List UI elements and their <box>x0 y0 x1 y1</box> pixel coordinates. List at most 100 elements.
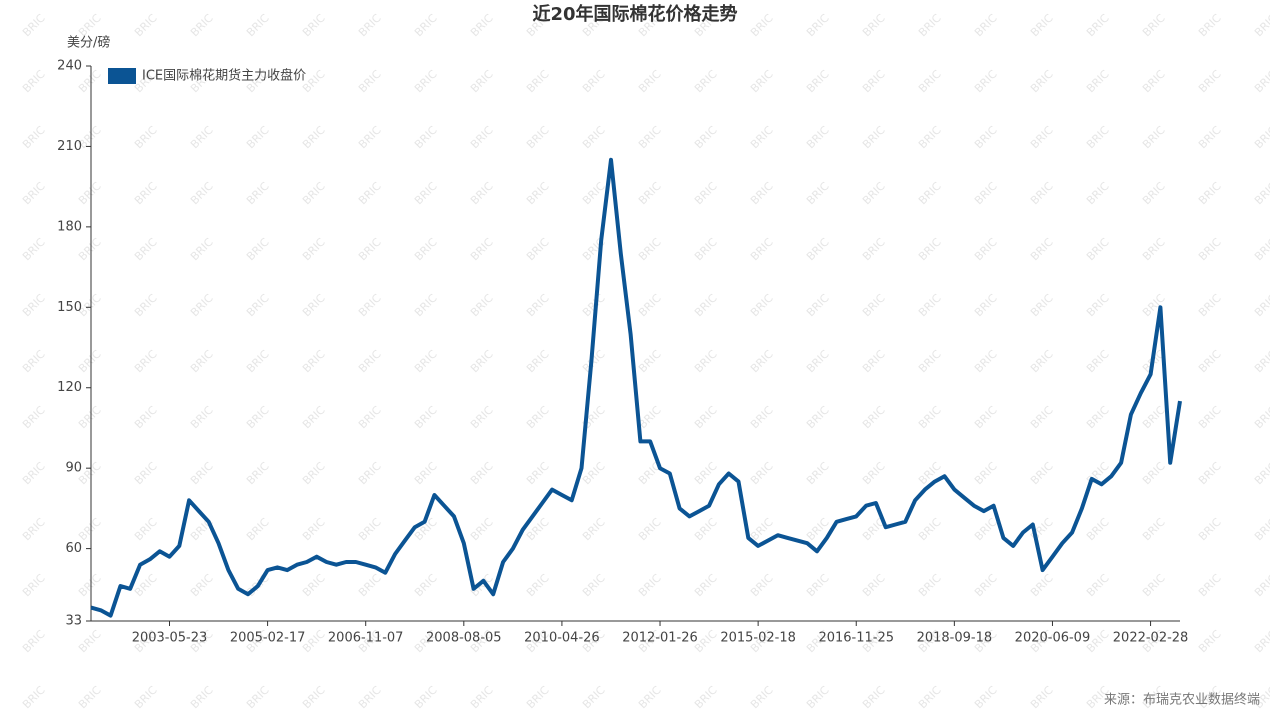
x-tick-label: 2022-02-28 <box>1113 631 1189 646</box>
watermark: BRIC <box>244 291 272 319</box>
watermark: BRIC <box>860 403 888 431</box>
watermark: BRIC <box>636 123 664 151</box>
watermark: BRIC <box>916 347 944 375</box>
y-tick-label: 120 <box>57 380 82 395</box>
x-tick-label: 2015-02-18 <box>720 631 796 646</box>
watermark: BRIC <box>20 459 48 487</box>
watermark: BRIC <box>524 571 552 599</box>
watermark: BRIC <box>132 683 160 711</box>
watermark: BRIC <box>524 403 552 431</box>
x-tick-label: 2006-11-07 <box>328 631 404 646</box>
watermark: BRIC <box>748 123 776 151</box>
watermark: BRIC <box>804 235 832 263</box>
watermark: BRIC <box>188 123 216 151</box>
watermark: BRIC <box>524 123 552 151</box>
watermark: BRIC <box>20 515 48 543</box>
watermark: BRIC <box>300 291 328 319</box>
watermark: BRIC <box>1084 403 1112 431</box>
watermark: BRIC <box>20 179 48 207</box>
watermark: BRIC <box>188 347 216 375</box>
watermark: BRIC <box>804 123 832 151</box>
watermark: BRIC <box>804 291 832 319</box>
watermark: BRIC <box>468 459 496 487</box>
watermark: BRIC <box>188 683 216 711</box>
x-tick-label: 2005-02-17 <box>230 631 306 646</box>
x-tick-label: 2020-06-09 <box>1015 631 1091 646</box>
watermark: BRIC <box>860 67 888 95</box>
watermark: BRIC <box>412 291 440 319</box>
watermark: BRIC <box>1252 291 1270 319</box>
watermark: BRIC <box>636 515 664 543</box>
watermark: BRIC <box>580 235 608 263</box>
watermark: BRIC <box>524 235 552 263</box>
y-tick-label: 240 <box>57 59 82 74</box>
watermark: BRIC <box>132 291 160 319</box>
y-tick-label: 210 <box>57 139 82 154</box>
watermark: BRIC <box>916 11 944 39</box>
watermark: BRIC <box>972 347 1000 375</box>
watermark: BRIC <box>860 11 888 39</box>
watermark: BRIC <box>300 11 328 39</box>
watermark: BRIC <box>804 179 832 207</box>
watermark: BRIC <box>748 347 776 375</box>
watermark: BRIC <box>1196 291 1224 319</box>
watermark: BRIC <box>1084 347 1112 375</box>
watermark: BRIC <box>524 459 552 487</box>
watermark: BRIC <box>356 67 384 95</box>
y-tick-label: 33 <box>65 614 82 629</box>
watermark: BRIC <box>580 515 608 543</box>
watermark: BRIC <box>132 179 160 207</box>
watermark: BRIC <box>860 571 888 599</box>
watermark: BRIC <box>916 571 944 599</box>
watermark: BRIC <box>1252 347 1270 375</box>
x-tick-label: 2008-08-05 <box>426 631 502 646</box>
watermark: BRIC <box>748 179 776 207</box>
watermark: BRIC <box>1140 403 1168 431</box>
watermark: BRIC <box>412 347 440 375</box>
watermark: BRIC <box>580 459 608 487</box>
watermark: BRIC <box>244 11 272 39</box>
watermark: BRIC <box>1028 179 1056 207</box>
watermark: BRIC <box>804 403 832 431</box>
x-tick-label: 2016-11-25 <box>818 631 894 646</box>
watermark: BRIC <box>692 459 720 487</box>
watermark: BRIC <box>300 403 328 431</box>
watermark: BRIC <box>1252 459 1270 487</box>
watermark: BRIC <box>692 515 720 543</box>
y-axis-label: 美分/磅 <box>67 35 110 51</box>
watermark: BRIC <box>860 291 888 319</box>
watermark: BRIC <box>468 683 496 711</box>
watermark: BRIC <box>468 515 496 543</box>
watermark: BRIC <box>468 67 496 95</box>
watermark: BRIC <box>580 571 608 599</box>
watermark: BRIC <box>804 683 832 711</box>
watermark: BRIC <box>20 123 48 151</box>
watermark: BRIC <box>20 67 48 95</box>
legend-swatch <box>108 68 136 84</box>
watermark: BRIC <box>1140 571 1168 599</box>
watermark: BRIC <box>972 571 1000 599</box>
watermark: BRIC <box>636 347 664 375</box>
watermark: BRIC <box>1028 235 1056 263</box>
watermark: BRIC <box>916 403 944 431</box>
watermark: BRIC <box>972 11 1000 39</box>
watermark: BRIC <box>1252 235 1270 263</box>
watermark: BRIC <box>692 67 720 95</box>
watermark: BRIC <box>1084 515 1112 543</box>
watermark: BRIC <box>1084 11 1112 39</box>
watermark: BRIC <box>468 11 496 39</box>
watermark: BRIC <box>76 571 104 599</box>
watermark: BRIC <box>748 11 776 39</box>
watermark: BRIC <box>1084 179 1112 207</box>
y-tick-label: 60 <box>65 541 82 556</box>
watermark: BRIC <box>916 179 944 207</box>
watermark: BRIC <box>412 179 440 207</box>
watermark: BRIC <box>76 347 104 375</box>
watermark: BRIC <box>412 235 440 263</box>
watermark: BRIC <box>188 11 216 39</box>
watermark: BRIC <box>916 515 944 543</box>
watermark: BRIC <box>300 235 328 263</box>
watermark: BRIC <box>916 67 944 95</box>
watermark: BRIC <box>356 291 384 319</box>
chart-title: 近20年国际棉花价格走势 <box>532 3 737 25</box>
